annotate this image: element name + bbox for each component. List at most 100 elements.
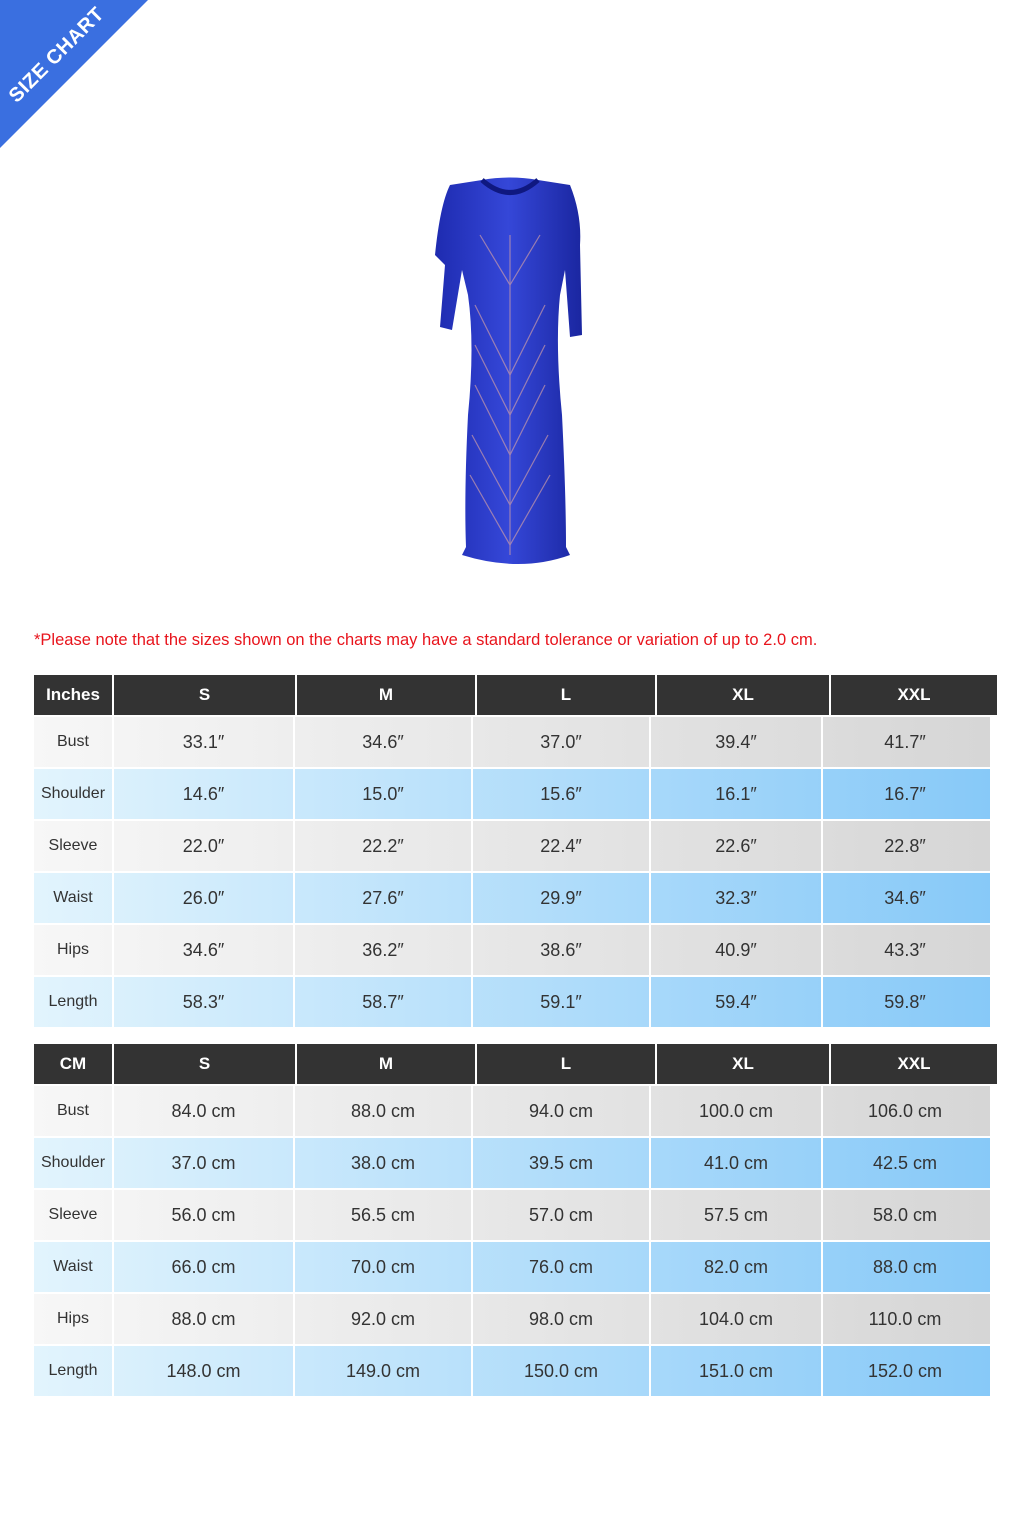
measurement-value: 34.6″ — [821, 873, 987, 923]
measurement-value: 84.0 cm — [112, 1086, 293, 1136]
product-image-dress — [435, 177, 582, 564]
measurement-value: 32.3″ — [649, 873, 821, 923]
table-row: Length 148.0 cm 149.0 cm 150.0 cm 151.0 cm 15… — [34, 1346, 990, 1396]
measurement-value: 22.8″ — [821, 821, 987, 871]
measurement-value: 26.0″ — [112, 873, 293, 923]
measurement-value: 29.9″ — [471, 873, 649, 923]
table-row: Sleeve 22.0″ 22.2″ 22.4″ 22.6″ 22.8″ — [34, 821, 990, 871]
table-row: Shoulder 37.0 cm 38.0 cm 39.5 cm 41.0 cm 42.5… — [34, 1138, 990, 1188]
measurement-value: 40.9″ — [649, 925, 821, 975]
measurement-value: 94.0 cm — [471, 1086, 649, 1136]
measurement-value: 39.5 cm — [471, 1138, 649, 1188]
measurement-value: 88.0 cm — [112, 1294, 293, 1344]
measurement-value: 15.0″ — [293, 769, 471, 819]
table-row: Length 58.3″ 58.7″ 59.1″ 59.4″ 59.8″ — [34, 977, 990, 1027]
measurement-value: 22.6″ — [649, 821, 821, 871]
measurement-label: Hips — [56, 941, 89, 958]
measurement-label: Bust — [56, 733, 89, 750]
tolerance-note: *Please note that the sizes shown on the… — [34, 631, 818, 649]
unit-header: Inches — [34, 675, 112, 715]
measurement-value: 150.0 cm — [471, 1346, 649, 1396]
measurement-value: 38.6″ — [471, 925, 649, 975]
measurement-value: 148.0 cm — [112, 1346, 293, 1396]
measurement-value: 22.0″ — [112, 821, 293, 871]
measurement-value: 76.0 cm — [471, 1242, 649, 1292]
measurement-value: 59.8″ — [821, 977, 987, 1027]
measurement-value: 58.0 cm — [821, 1190, 987, 1240]
size-header: XL — [657, 675, 829, 715]
measurement-value: 14.6″ — [112, 769, 293, 819]
measurement-label: Shoulder — [40, 785, 106, 802]
measurement-label: Hips — [56, 1310, 89, 1327]
measurement-value: 43.3″ — [821, 925, 987, 975]
measurement-value: 151.0 cm — [649, 1346, 821, 1396]
measurement-value: 98.0 cm — [471, 1294, 649, 1344]
measurement-value: 57.5 cm — [649, 1190, 821, 1240]
measurement-value: 41.0 cm — [649, 1138, 821, 1188]
measurement-value: 58.7″ — [293, 977, 471, 1027]
measurement-value: 88.0 cm — [293, 1086, 471, 1136]
table-row: Waist 66.0 cm 70.0 cm 76.0 cm 82.0 cm 88.0 cm — [34, 1242, 990, 1292]
size-header: XXL — [831, 1044, 997, 1084]
size-header: XXL — [831, 675, 997, 715]
measurement-label: Sleeve — [48, 1206, 98, 1223]
measurement-value: 59.4″ — [649, 977, 821, 1027]
measurement-value: 27.6″ — [293, 873, 471, 923]
measurement-value: 58.3″ — [112, 977, 293, 1027]
size-header: L — [477, 1044, 655, 1084]
measurement-value: 34.6″ — [293, 717, 471, 767]
size-chart-banner — [0, 0, 148, 148]
table-row: Bust 33.1″ 34.6″ 37.0″ 39.4″ 41.7″ — [34, 717, 990, 767]
measurement-value: 106.0 cm — [821, 1086, 987, 1136]
size-header: S — [114, 675, 295, 715]
measurement-value: 16.7″ — [821, 769, 987, 819]
table-row: Hips 88.0 cm 92.0 cm 98.0 cm 104.0 cm 110.0 c… — [34, 1294, 990, 1344]
measurement-value: 16.1″ — [649, 769, 821, 819]
measurement-value: 57.0 cm — [471, 1190, 649, 1240]
measurement-value: 70.0 cm — [293, 1242, 471, 1292]
size-header: M — [297, 1044, 475, 1084]
measurement-value: 37.0 cm — [112, 1138, 293, 1188]
measurement-label: Sleeve — [48, 837, 98, 854]
measurement-value: 15.6″ — [471, 769, 649, 819]
table-row: Bust 84.0 cm 88.0 cm 94.0 cm 100.0 cm 106.0 c… — [34, 1086, 990, 1136]
size-header: S — [114, 1044, 295, 1084]
size-table-cm: CM S M L XL XXL Bust 84.0 cm 88.0 cm 94.0 cm 100.0… — [34, 1044, 997, 1398]
size-table-inches: Inches S M L XL XXL Bust 33.1″ 34.6″ 37.0″ 39.4″ 41… — [34, 675, 997, 1029]
measurement-value: 41.7″ — [821, 717, 987, 767]
measurement-value: 33.1″ — [112, 717, 293, 767]
measurement-value: 59.1″ — [471, 977, 649, 1027]
table-row: Waist 26.0″ 27.6″ 29.9″ 32.3″ 34.6″ — [34, 873, 990, 923]
table-header-row: CM S M L XL XXL — [34, 1044, 997, 1084]
measurement-value: 22.4″ — [471, 821, 649, 871]
measurement-value: 34.6″ — [112, 925, 293, 975]
measurement-label: Bust — [56, 1102, 89, 1119]
measurement-value: 149.0 cm — [293, 1346, 471, 1396]
measurement-value: 37.0″ — [471, 717, 649, 767]
size-header: XL — [657, 1044, 829, 1084]
measurement-value: 152.0 cm — [821, 1346, 987, 1396]
measurement-value: 104.0 cm — [649, 1294, 821, 1344]
measurement-value: 39.4″ — [649, 717, 821, 767]
measurement-value: 42.5 cm — [821, 1138, 987, 1188]
size-header: M — [297, 675, 475, 715]
size-header: L — [477, 675, 655, 715]
measurement-value: 22.2″ — [293, 821, 471, 871]
measurement-label: Waist — [53, 1258, 93, 1275]
measurement-value: 100.0 cm — [649, 1086, 821, 1136]
unit-header: CM — [34, 1044, 112, 1084]
measurement-value: 88.0 cm — [821, 1242, 987, 1292]
measurement-value: 56.0 cm — [112, 1190, 293, 1240]
measurement-value: 36.2″ — [293, 925, 471, 975]
measurement-value: 56.5 cm — [293, 1190, 471, 1240]
measurement-value: 110.0 cm — [821, 1294, 987, 1344]
measurement-label: Length — [48, 1362, 98, 1379]
measurement-value: 92.0 cm — [293, 1294, 471, 1344]
measurement-value: 38.0 cm — [293, 1138, 471, 1188]
table-row: Hips 34.6″ 36.2″ 38.6″ 40.9″ 43.3″ — [34, 925, 990, 975]
measurement-value: 66.0 cm — [112, 1242, 293, 1292]
measurement-label: Length — [48, 993, 98, 1010]
table-row: Sleeve 56.0 cm 56.5 cm 57.0 cm 57.5 cm 58.0 c… — [34, 1190, 990, 1240]
table-row: Shoulder 14.6″ 15.0″ 15.6″ 16.1″ 16.7″ — [34, 769, 990, 819]
measurement-label: Waist — [53, 889, 93, 906]
